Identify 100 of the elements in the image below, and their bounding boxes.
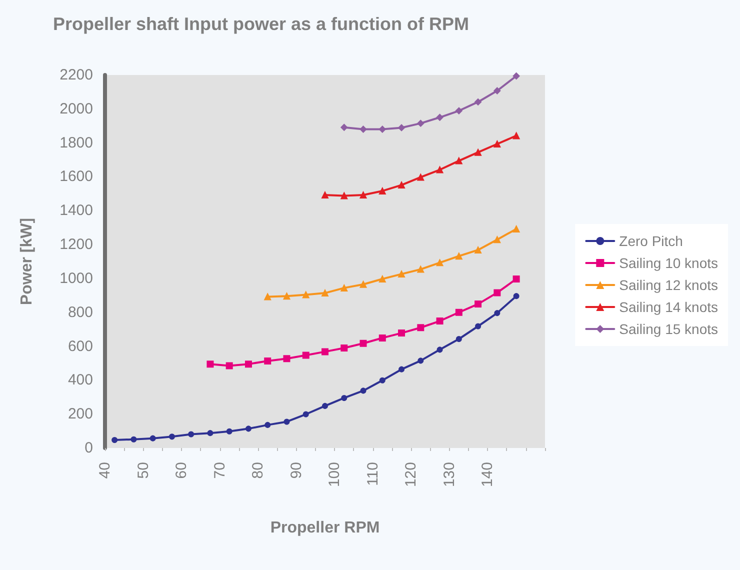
point [340,124,348,131]
legend-label: Sailing 12 knots [619,277,718,293]
point [226,428,232,434]
x-tick-label: 110 [364,462,382,486]
point [283,292,290,300]
point [379,377,386,384]
point [378,334,386,342]
point [340,344,348,352]
point [398,330,406,337]
x-tick-label: 40 [96,462,114,479]
y-tick-label: 1400 [60,202,93,220]
point [226,362,233,370]
point [360,388,366,394]
point [398,366,405,372]
point [264,422,271,428]
point [112,437,118,444]
point [188,431,194,438]
point [341,394,348,401]
x-axis-title: Propeller RPM [270,520,380,536]
point [322,192,328,199]
point [512,72,520,80]
point [340,284,348,292]
point [494,140,501,148]
x-tick-label: 50 [134,462,152,479]
point [150,435,156,442]
point [436,166,444,174]
y-tick-label: 1000 [60,270,93,287]
point [340,192,348,200]
point [264,358,272,365]
point [417,120,424,127]
y-axis-title: Power [kW] [18,218,36,306]
legend-label: Sailing 15 knots [619,321,718,337]
point [302,291,310,298]
y-tick-label: 0 [84,440,93,456]
point [436,318,444,325]
point [494,310,500,316]
point [455,157,462,164]
point [512,275,520,282]
y-tick-label: 800 [68,304,93,321]
point [455,308,462,316]
x-tick-label: 60 [173,462,190,479]
point [436,259,444,266]
x-tick-label: 120 [402,462,420,488]
point [322,402,328,409]
point [244,360,252,368]
point [378,187,386,194]
point [302,352,310,359]
y-tick-label: 1200 [60,236,93,254]
legend-label: Zero Pitch [619,233,683,249]
point [418,358,424,364]
point [398,124,406,132]
point [378,126,386,133]
point [322,290,328,297]
point [513,293,520,300]
y-tick-label: 600 [68,338,93,355]
y-tick-label: 200 [68,406,93,423]
point [474,246,482,254]
point [474,148,482,156]
point [398,182,406,189]
point [360,126,367,133]
x-tick-label: 100 [326,462,344,488]
y-tick-label: 2200 [60,66,93,84]
point [494,236,501,244]
point [264,293,272,300]
legend-label: Sailing 10 knots [619,255,718,271]
point [245,426,252,432]
point [494,87,501,94]
point [417,324,424,332]
point [360,192,367,199]
point [512,132,520,140]
point [360,280,367,288]
x-tick-label: 70 [211,462,228,479]
y-tick-label: 1800 [60,134,93,152]
y-tick-label: 1600 [60,168,93,186]
point [322,348,328,356]
point [206,360,214,368]
chart-title: Propeller shaft Input power as a function of RPM [53,14,470,34]
point [456,336,462,342]
point [436,114,444,121]
point [398,270,406,278]
x-tick-label: 130 [440,462,458,488]
point [284,418,290,425]
point [455,107,462,114]
x-tick-label: 80 [250,462,267,479]
point [512,225,520,232]
point [207,430,214,436]
point [360,340,367,347]
x-tick-label: 90 [288,462,305,479]
point [475,323,482,330]
point [417,266,424,273]
point [417,174,424,181]
y-tick-label: 400 [68,372,93,389]
point [474,98,482,106]
y-tick-label: 2000 [60,100,93,118]
point [436,346,443,353]
point [455,252,462,260]
point [302,411,309,418]
point [494,289,501,296]
legend-label: Sailing 14 knots [619,299,718,315]
point [474,300,482,308]
